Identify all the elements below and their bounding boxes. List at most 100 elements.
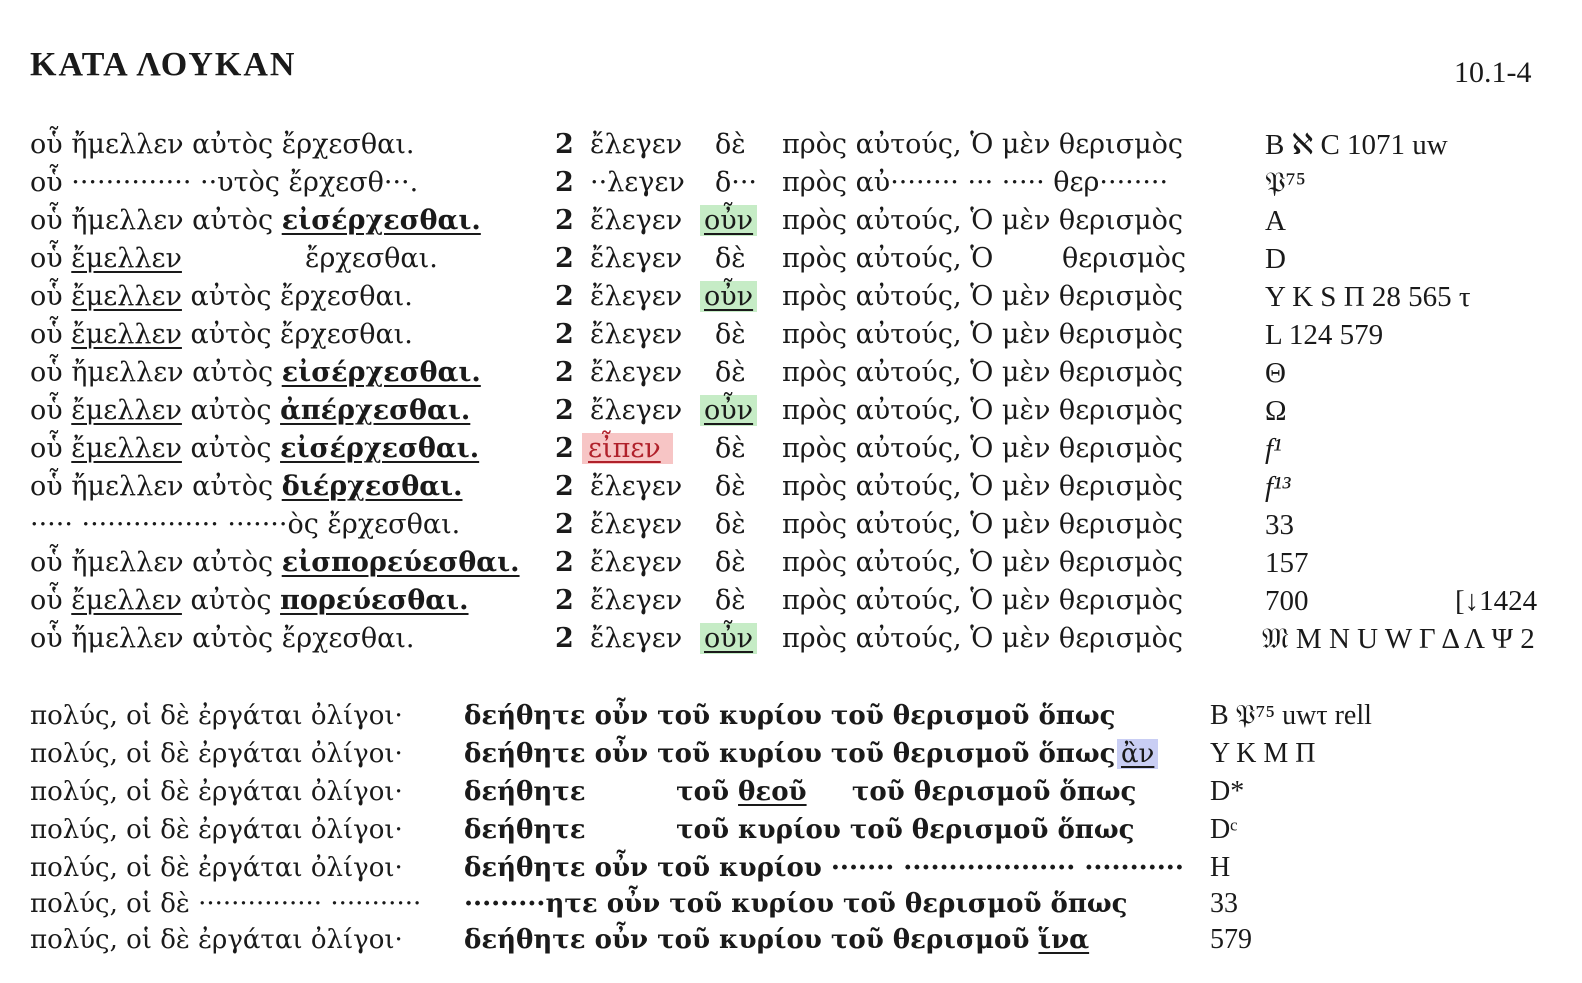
reading-part-2: πρὸς αὐ········ ··· ····· θερ········ xyxy=(782,167,1169,198)
verb-word: εἶπεν xyxy=(582,430,673,468)
verse-number: 2 xyxy=(555,547,574,578)
variant-underlined: ἔμελλεν xyxy=(71,319,182,350)
reading-part-1: οὗ ἔμελλεν αὐτὸς εἰσέρχεσθαι. xyxy=(30,433,480,464)
verse-number: 2 xyxy=(555,129,574,160)
verb-word: ἔλεγεν xyxy=(590,129,683,160)
verse-reference: 10.1-4 xyxy=(1454,56,1532,89)
verb-word: ἔλεγεν xyxy=(590,471,683,502)
verb-word: ἔλεγεν xyxy=(590,281,683,312)
reading-part-2: πρὸς αὐτούς, Ὁ μὲν θερισμὸς xyxy=(782,319,1183,350)
particle-word: δὲ xyxy=(715,547,746,578)
variant-underlined: πορεύεσθαι. xyxy=(280,585,469,616)
reading-part-1: πολύς, οἱ δὲ ἐργάται ὀλίγοι· xyxy=(30,925,403,955)
verse-number: 2 xyxy=(555,167,574,198)
verse-number: 2 xyxy=(555,395,574,426)
reading-part-1: οὗ ἤμελλεν αὐτὸς ἔρχεσθαι. xyxy=(30,623,415,654)
reading-part-2: πρὸς αὐτούς, Ὁ μὲν θερισμὸς xyxy=(782,281,1183,312)
reading-part-1: πολύς, οἱ δὲ ἐργάται ὀλίγοι· xyxy=(30,739,403,769)
particle-word: δὲ xyxy=(715,243,746,274)
variant-underlined: εἰσέρχεσθαι. xyxy=(281,205,481,236)
variant-highlight-green: οὖν xyxy=(700,205,758,236)
witness-continuation: [↓1424 xyxy=(1455,585,1538,617)
verb-word: ἔλεγεν xyxy=(590,547,683,578)
reading-part-1: οὗ ἔμελλεν αὐτὸς ἔρχεσθαι. xyxy=(30,281,413,312)
witness-list: 700 xyxy=(1265,585,1309,617)
page-title: ΚΑΤΑ ΛΟΥΚΑΝ xyxy=(30,46,297,83)
variant-highlight-green: οὖν xyxy=(700,281,758,312)
witness-list: B 𝔓⁷⁵ uwτ rell xyxy=(1210,700,1372,731)
verse-number: 2 xyxy=(555,623,574,654)
reading-part-1: οὗ ἤμελλεν αὐτὸς διέρχεσθαι. xyxy=(30,471,463,502)
witness-list: 𝔐 M N U W Γ Δ Λ Ψ 2 xyxy=(1262,623,1535,655)
reading-part-1: οὗ ἔμελλεν αὐτὸς ἀπέρχεσθαι. xyxy=(30,395,471,426)
reading-part-2: πρὸς αὐτούς, Ὁ μὲν θερισμὸς xyxy=(782,547,1183,578)
reading-part-2: δεήθητε τοῦ θεοῦ τοῦ θερισμοῦ ὅπως xyxy=(464,777,1137,807)
variant-highlight-green: οὖν xyxy=(700,623,758,654)
witness-list: Θ xyxy=(1265,357,1286,389)
verb-word: ἔλεγεν xyxy=(590,585,683,616)
verse-number: 2 xyxy=(555,433,574,464)
reading-part-2: πρὸς αὐτούς, Ὁ μὲν θερισμὸς xyxy=(782,623,1183,654)
particle-word: δ··· xyxy=(715,167,758,198)
witness-list: B ℵ C 1071 uw xyxy=(1265,129,1448,161)
witness-list: 157 xyxy=(1265,547,1309,579)
reading-part-2: πρὸς αὐτούς, Ὁ θερισμὸς xyxy=(782,243,1187,274)
variant-underlined: ἀπέρχεσθαι. xyxy=(280,395,471,426)
variant-underlined: εἰσπορεύεσθαι. xyxy=(281,547,520,578)
witness-list: 𝔓⁷⁵ xyxy=(1265,167,1306,199)
verse-number: 2 xyxy=(555,205,574,236)
verb-word: ἔλεγεν xyxy=(590,357,683,388)
reading-part-1: οὗ ἔμελλεν xyxy=(30,243,182,274)
reading-part-1: πολύς, οἱ δὲ ἐργάται ὀλίγοι· xyxy=(30,777,403,807)
verb-word: ἔλεγεν xyxy=(590,623,683,654)
added-word: ἂν xyxy=(1117,736,1159,772)
witness-list: Ω xyxy=(1265,395,1287,427)
witness-list: Y K M Π xyxy=(1210,738,1316,769)
reading-part-2: πρὸς αὐτούς, Ὁ μὲν θερισμὸς xyxy=(782,129,1183,160)
reading-part-2: πρὸς αὐτούς, Ὁ μὲν θερισμὸς xyxy=(782,433,1183,464)
particle-word: δὲ xyxy=(715,357,746,388)
variant-highlight-green: οὖν xyxy=(700,395,758,426)
particle-word: οὖν xyxy=(700,278,758,316)
reading-part-1: οὗ ἤμελλεν αὐτὸς ἔρχεσθαι. xyxy=(30,129,415,160)
reading-part-1: οὗ ἔμελλεν αὐτὸς ἔρχεσθαι. xyxy=(30,319,413,350)
witness-list: Y K S Π 28 565 τ xyxy=(1265,281,1471,313)
reading-part-1: οὗ ·············· ··υτὸς ἔρχεσθ···. xyxy=(30,167,419,198)
reading-part-1b: ἔρχεσθαι. xyxy=(305,243,438,274)
variant-underlined: ἔμελλεν xyxy=(71,243,182,274)
verse-number: 2 xyxy=(555,319,574,350)
reading-part-2: πρὸς αὐτούς, Ὁ μὲν θερισμὸς xyxy=(782,357,1183,388)
verb-word: ἔλεγεν xyxy=(590,395,683,426)
reading-part-1: οὗ ἤμελλεν αὐτὸς εἰσπορεύεσθαι. xyxy=(30,547,520,578)
particle-word: δὲ xyxy=(715,129,746,160)
witness-list: D xyxy=(1265,243,1286,275)
variant-underlined: θεοῦ xyxy=(738,777,807,807)
reading-part-1: πολύς, οἱ δὲ ··············· ··········· xyxy=(30,889,422,919)
reading-part-2: δεήθητε τοῦ κυρίου τοῦ θερισμοῦ ὅπως xyxy=(464,815,1135,845)
verb-word: ··λεγεν xyxy=(590,167,685,198)
verb-word: ἔλεγεν xyxy=(590,509,683,540)
verb-word: ἔλεγεν xyxy=(590,205,683,236)
particle-word: δὲ xyxy=(715,585,746,616)
verse-number: 2 xyxy=(555,357,574,388)
reading-part-2: δεήθητε οὖν τοῦ κυρίου τοῦ θερισμοῦ ὅπως xyxy=(464,739,1116,769)
variant-underlined: διέρχεσθαι. xyxy=(281,471,463,502)
verse-number: 2 xyxy=(555,243,574,274)
verb-word: ἔλεγεν xyxy=(590,243,683,274)
variant-highlight-blue: ἂν xyxy=(1117,739,1159,769)
reading-part-2: δεήθητε οὖν τοῦ κυρίου ······· ·········… xyxy=(464,853,1184,883)
reading-part-2: δεήθητε οὖν τοῦ κυρίου τοῦ θερισμοῦ ἵνα xyxy=(464,925,1090,955)
particle-word: δὲ xyxy=(715,433,746,464)
particle-word: οὖν xyxy=(700,392,758,430)
variant-underlined: ἔμελλεν xyxy=(71,395,182,426)
witness-list: 33 xyxy=(1210,888,1238,919)
variant-underlined: ἔμελλεν xyxy=(71,433,182,464)
reading-part-1: ····· ················ ·······ὸς ἔρχεσθα… xyxy=(30,509,461,540)
particle-word: δὲ xyxy=(715,319,746,350)
reading-part-1: πολύς, οἱ δὲ ἐργάται ὀλίγοι· xyxy=(30,815,403,845)
witness-list: f¹³ xyxy=(1265,471,1291,503)
reading-part-1: οὗ ἤμελλεν αὐτὸς εἰσέρχεσθαι. xyxy=(30,357,481,388)
variant-underlined: ἵνα xyxy=(1038,925,1090,955)
witness-list: 579 xyxy=(1210,924,1252,955)
reading-part-2: πρὸς αὐτούς, Ὁ μὲν θερισμὸς xyxy=(782,509,1183,540)
